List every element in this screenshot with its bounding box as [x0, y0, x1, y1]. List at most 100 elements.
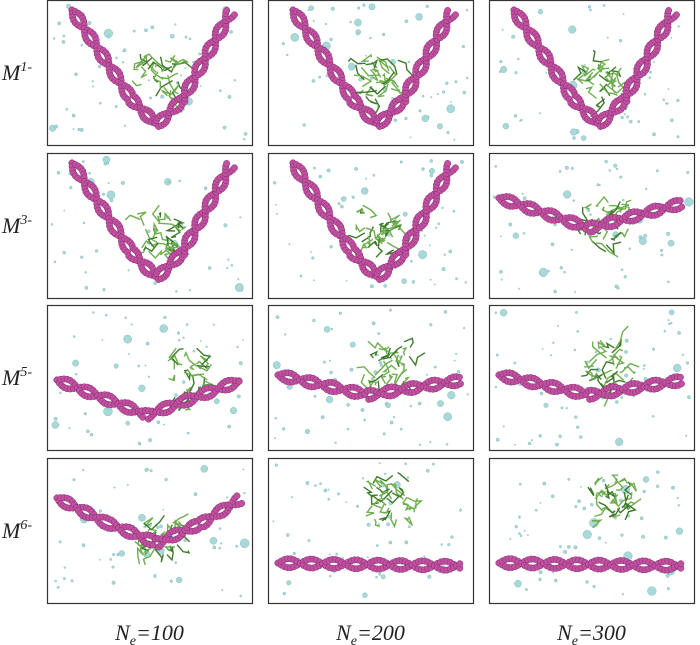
ion	[356, 504, 360, 508]
ion	[338, 311, 342, 315]
ion	[159, 524, 163, 528]
ion	[122, 50, 125, 53]
ion	[383, 284, 388, 288]
ion	[153, 574, 157, 578]
ion	[327, 497, 331, 501]
dna-bead	[230, 11, 238, 19]
ion	[464, 281, 467, 284]
ion	[615, 167, 619, 171]
ion	[667, 280, 670, 284]
polymer-branch	[583, 67, 596, 77]
ion	[207, 266, 212, 270]
ion	[673, 363, 682, 373]
ion	[448, 249, 453, 254]
ion	[193, 492, 198, 497]
polymer-branch	[607, 201, 621, 218]
ion	[563, 270, 566, 274]
ion	[188, 289, 191, 292]
ion	[82, 221, 86, 225]
ion	[404, 462, 407, 466]
ion	[223, 223, 228, 228]
ion	[628, 119, 633, 124]
ion	[559, 266, 564, 270]
ion	[433, 365, 437, 369]
ion	[643, 93, 647, 96]
polymer-branch	[158, 222, 182, 232]
polymer-branch	[131, 80, 142, 87]
ion	[371, 376, 375, 381]
ion	[684, 197, 694, 207]
ion	[275, 203, 277, 206]
ion	[148, 79, 150, 82]
panel	[46, 304, 254, 452]
ion	[662, 98, 666, 101]
ion	[101, 339, 104, 341]
ion	[425, 373, 428, 376]
ion	[126, 484, 129, 486]
ion	[565, 407, 568, 410]
dna-bead	[444, 160, 452, 167]
polymer-branch	[347, 57, 366, 65]
ion	[369, 76, 373, 80]
column-label: Ne=300	[556, 620, 626, 645]
ion	[349, 341, 356, 348]
ion	[552, 571, 555, 574]
ion	[518, 384, 521, 387]
ion	[645, 187, 648, 191]
ion	[513, 361, 517, 365]
ion	[642, 367, 645, 370]
ion	[290, 33, 300, 42]
column-label-base: N	[335, 620, 352, 645]
ion	[440, 543, 443, 546]
polymer-branch	[173, 520, 183, 530]
ion	[622, 13, 625, 15]
ion	[501, 28, 504, 31]
ion	[393, 118, 398, 122]
polymer-branch	[136, 211, 147, 226]
ion	[641, 534, 646, 539]
ion	[70, 579, 74, 583]
ion	[519, 534, 523, 538]
ion	[655, 169, 659, 173]
dna-bead	[456, 560, 464, 568]
ion	[407, 60, 411, 64]
ion	[235, 544, 239, 548]
ion	[62, 34, 66, 38]
polymer-branch	[367, 240, 379, 249]
ion	[156, 420, 161, 425]
panel	[46, 0, 254, 147]
ion	[68, 427, 71, 430]
polymer-branch	[360, 373, 375, 391]
polymer-branch	[385, 373, 394, 386]
ion	[180, 74, 183, 77]
ion	[455, 277, 459, 281]
polymer-branch	[355, 208, 365, 214]
dna-bead	[139, 413, 147, 421]
polymer-branch	[168, 83, 180, 97]
ion	[608, 169, 612, 172]
ion	[109, 198, 114, 203]
ion	[354, 18, 362, 27]
polymer-branch	[362, 238, 374, 249]
ion	[447, 391, 456, 400]
ion	[423, 555, 426, 558]
ion	[620, 115, 624, 120]
polymer-branch	[378, 58, 398, 75]
ion	[311, 256, 315, 260]
polymer-branch	[388, 223, 402, 238]
polymer-branch	[375, 239, 384, 258]
ion	[107, 182, 110, 185]
ion	[326, 168, 331, 173]
ion	[163, 423, 165, 426]
ion	[275, 315, 280, 319]
ion	[150, 25, 155, 30]
ion	[56, 171, 61, 175]
polymer-branch	[161, 86, 171, 97]
ion	[437, 222, 441, 226]
ion	[626, 115, 630, 119]
polymer-branch	[166, 546, 174, 562]
polymer-branch	[614, 478, 624, 491]
ion	[329, 359, 331, 362]
ion	[273, 437, 276, 440]
